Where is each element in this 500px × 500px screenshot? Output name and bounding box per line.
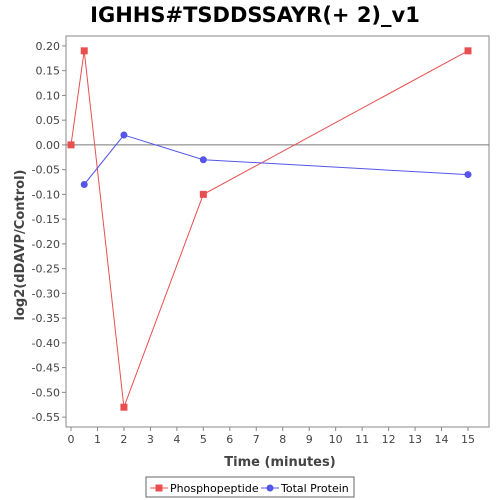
x-axis: 0 1 2 3 4 5 6 7 8 9 10 11 12 13 14 15 bbox=[68, 427, 475, 446]
plot-area bbox=[65, 35, 490, 428]
series-layer bbox=[67, 47, 472, 411]
legend-marker-phosphopeptide bbox=[155, 484, 163, 492]
x-tick-label: 2 bbox=[120, 433, 127, 446]
x-tick-label: 6 bbox=[226, 433, 233, 446]
y-tick-label: 0.00 bbox=[36, 139, 61, 152]
data-point-total-protein bbox=[464, 171, 472, 179]
x-tick-label: 4 bbox=[173, 433, 180, 446]
x-tick-label: 0 bbox=[68, 433, 75, 446]
y-tick-label: -0.25 bbox=[32, 263, 60, 276]
x-tick-label: 9 bbox=[306, 433, 313, 446]
y-tick-label: -0.30 bbox=[32, 287, 60, 300]
data-point-total-protein bbox=[199, 156, 207, 164]
y-tick-label: 0.10 bbox=[36, 89, 61, 102]
y-tick-label: -0.15 bbox=[32, 213, 60, 226]
y-tick-label: -0.10 bbox=[32, 188, 60, 201]
x-tick-label: 12 bbox=[382, 433, 396, 446]
y-tick-label: -0.45 bbox=[32, 362, 60, 375]
y-tick-label: -0.50 bbox=[32, 386, 60, 399]
x-tick-label: 8 bbox=[279, 433, 286, 446]
data-point-phosphopeptide bbox=[120, 403, 128, 411]
y-tick-label: -0.55 bbox=[32, 411, 60, 424]
chart-title: IGHHS#TSDDSSAYR(+ 2)_v1 bbox=[90, 3, 420, 27]
y-tick-label: 0.20 bbox=[36, 40, 61, 53]
x-tick-label: 11 bbox=[355, 433, 369, 446]
y-tick-label: 0.15 bbox=[36, 65, 61, 78]
x-tick-label: 13 bbox=[408, 433, 422, 446]
x-tick-label: 3 bbox=[147, 433, 154, 446]
legend-marker-total-protein bbox=[266, 484, 274, 492]
data-point-total-protein bbox=[80, 180, 88, 188]
data-point-total-protein bbox=[120, 131, 128, 139]
series-total-protein bbox=[80, 131, 472, 188]
x-tick-label: 1 bbox=[94, 433, 101, 446]
y-tick-label: -0.40 bbox=[32, 337, 60, 350]
legend-label-total-protein: Total Protein bbox=[280, 482, 349, 495]
data-point-phosphopeptide bbox=[199, 190, 207, 198]
y-tick-label: 0.05 bbox=[36, 114, 61, 127]
x-tick-label: 10 bbox=[329, 433, 343, 446]
y-axis-label: log2(dDAVP/Control) bbox=[13, 170, 28, 321]
x-tick-label: 5 bbox=[200, 433, 207, 446]
y-tick-label: -0.35 bbox=[32, 312, 60, 325]
legend: Phosphopeptide Total Protein bbox=[145, 476, 355, 498]
legend-box bbox=[145, 476, 355, 498]
series-line-total-protein bbox=[83, 134, 469, 185]
y-axis: -0.55 -0.50 -0.45 -0.40 -0.35 -0.30 -0.25 -0.20… bbox=[32, 36, 67, 427]
y-tick-label: -0.20 bbox=[32, 238, 60, 251]
y-tick-label: -0.05 bbox=[32, 164, 60, 177]
x-tick-label: 14 bbox=[435, 433, 449, 446]
x-axis-label: Time (minutes) bbox=[224, 455, 335, 470]
data-point-phosphopeptide bbox=[464, 47, 472, 55]
data-point-phosphopeptide bbox=[67, 141, 75, 149]
x-tick-label: 7 bbox=[253, 433, 260, 446]
legend-label-phosphopeptide: Phosphopeptide bbox=[170, 482, 259, 495]
series-phosphopeptide bbox=[67, 47, 472, 411]
data-point-phosphopeptide bbox=[80, 47, 88, 55]
x-tick-label: 15 bbox=[461, 433, 475, 446]
